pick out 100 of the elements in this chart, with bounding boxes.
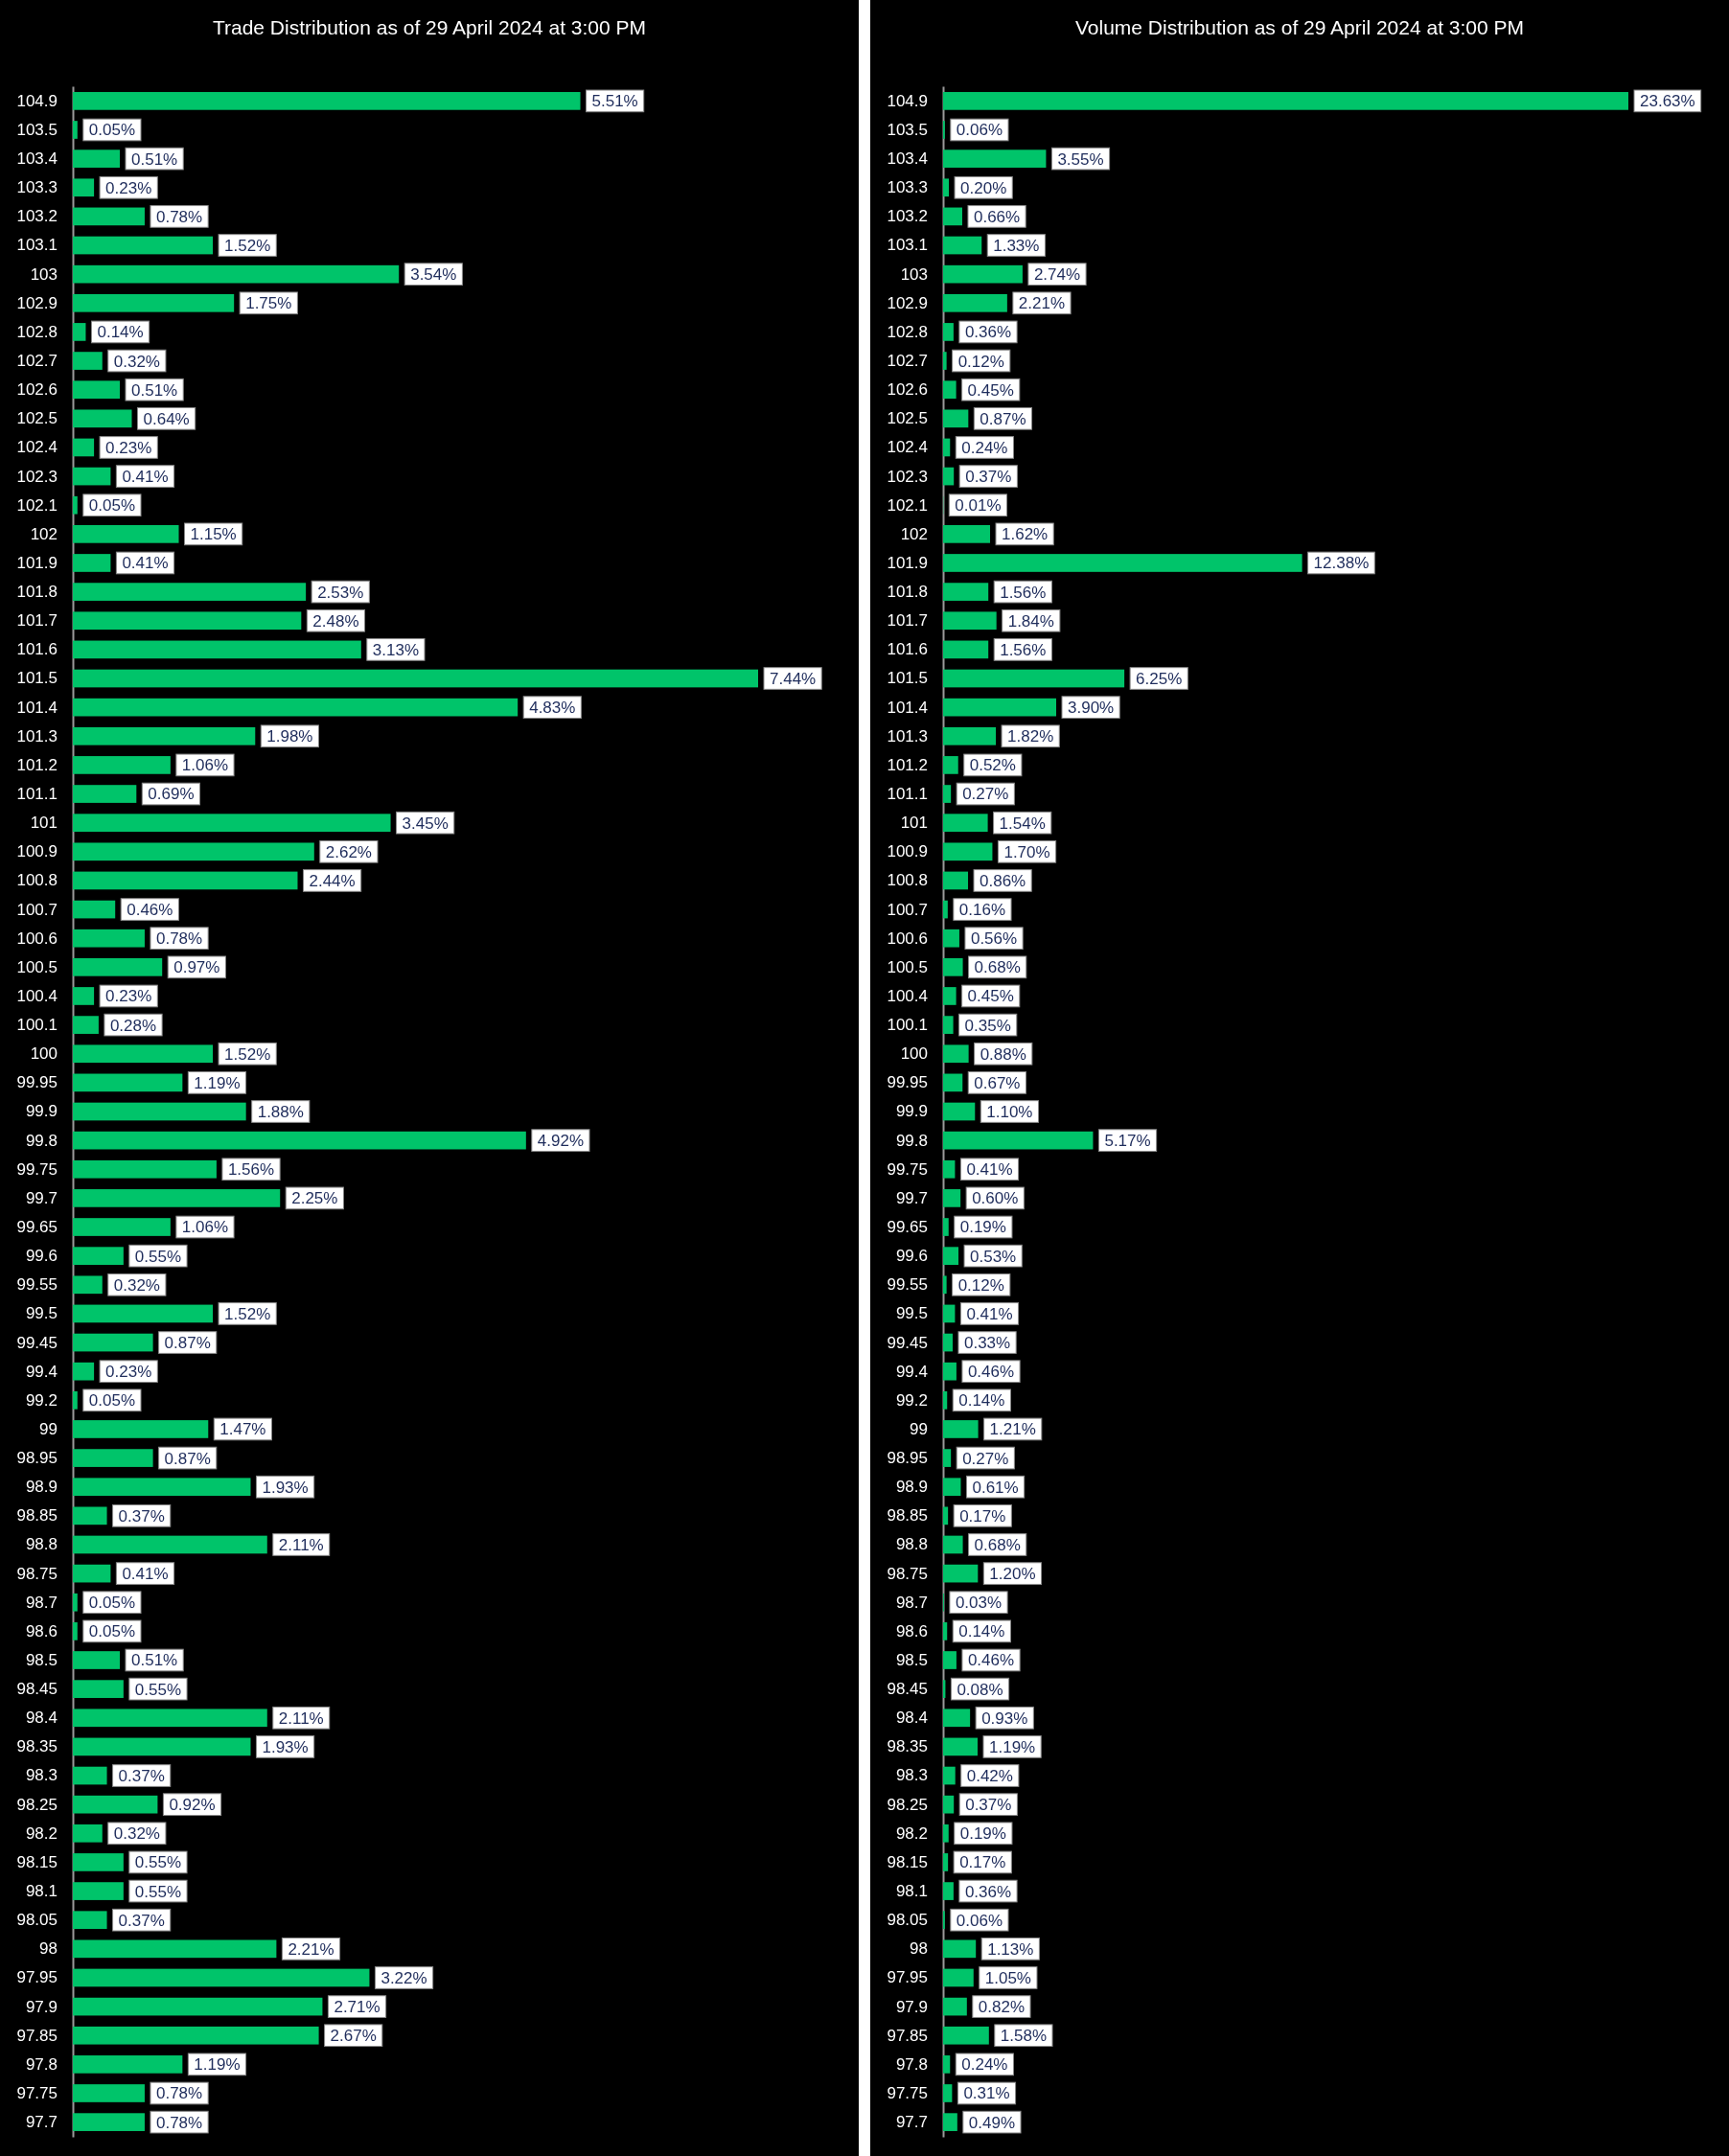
data-label: 0.37% <box>965 468 1012 487</box>
bar <box>943 293 1007 312</box>
y-tick-label: 99.7 <box>895 1188 928 1207</box>
bar <box>943 1016 954 1034</box>
data-label: 1.05% <box>984 1968 1031 1987</box>
y-tick-label: 104.9 <box>16 91 58 110</box>
y-tick-label: 98.1 <box>895 1882 928 1901</box>
y-tick-label: 98.6 <box>895 1621 928 1640</box>
y-tick-label: 101.8 <box>16 583 58 602</box>
y-tick-label: 98.75 <box>16 1564 58 1583</box>
y-tick-label: 97.95 <box>887 1968 928 1987</box>
data-label: 23.63% <box>1640 92 1695 111</box>
bar <box>73 236 214 255</box>
data-label: 0.78% <box>155 2113 203 2132</box>
bar <box>73 1564 111 1583</box>
bar <box>943 380 957 400</box>
data-label: 1.98% <box>266 727 313 746</box>
data-label: 0.12% <box>957 352 1004 371</box>
y-tick-label: 98 <box>39 1939 58 1959</box>
data-label: 0.17% <box>959 1853 1006 1872</box>
bar <box>943 554 1303 572</box>
data-label: 2.11% <box>278 1709 324 1728</box>
y-tick-label: 99.4 <box>895 1362 928 1381</box>
y-tick-label: 100.4 <box>887 986 928 1005</box>
bar <box>73 467 111 486</box>
bar <box>943 2026 989 2045</box>
data-label: 0.45% <box>967 380 1014 400</box>
bar <box>943 726 997 745</box>
bar <box>73 1939 277 1959</box>
data-label: 0.14% <box>958 1622 1005 1641</box>
y-tick-label: 100.6 <box>16 929 58 948</box>
y-tick-label: 100 <box>30 1044 58 1064</box>
bar <box>943 958 963 976</box>
bar <box>943 698 1057 717</box>
bar <box>73 1911 107 1930</box>
data-label: 0.37% <box>118 1506 165 1525</box>
bar <box>943 1073 963 1092</box>
y-tick-label: 98.05 <box>887 1911 928 1930</box>
data-label: 0.78% <box>155 2084 203 2103</box>
bar <box>73 1535 267 1554</box>
y-tick-label: 101.1 <box>887 784 928 803</box>
y-tick-label: 100.6 <box>887 929 928 948</box>
data-label: 0.05% <box>88 1594 136 1613</box>
y-tick-label: 101.4 <box>16 698 58 717</box>
bar <box>943 352 947 370</box>
bar <box>73 1680 124 1698</box>
data-label: 0.28% <box>109 1016 157 1035</box>
y-tick-label: 98.75 <box>887 1564 928 1583</box>
bar <box>73 1102 246 1121</box>
bar <box>73 121 78 139</box>
y-tick-label: 99.55 <box>16 1275 58 1295</box>
data-label: 2.71% <box>334 1998 380 2017</box>
y-tick-label: 97.85 <box>887 2026 928 2045</box>
data-label: 0.41% <box>122 1565 169 1584</box>
y-tick-label: 98.95 <box>16 1449 58 1468</box>
bar <box>73 1968 370 1987</box>
data-label: 0.12% <box>957 1275 1004 1295</box>
data-label: 0.66% <box>973 207 1021 226</box>
y-tick-label: 99.5 <box>895 1304 928 1323</box>
bar <box>73 2084 145 2102</box>
bar <box>73 149 121 168</box>
y-tick-label: 101.4 <box>887 698 928 717</box>
data-label: 0.82% <box>978 1998 1026 2017</box>
data-label: 0.87% <box>164 1449 211 1468</box>
data-label: 0.52% <box>969 756 1016 775</box>
y-tick-label: 103.3 <box>16 178 58 197</box>
y-tick-label: 98.5 <box>895 1650 928 1669</box>
y-tick-label: 103.4 <box>887 149 928 169</box>
bar <box>943 438 951 457</box>
data-label: 0.86% <box>980 871 1026 890</box>
data-label: 0.93% <box>981 1709 1028 1728</box>
data-label: 1.56% <box>227 1160 275 1180</box>
y-tick-label: 98.3 <box>25 1766 58 1785</box>
data-label: 4.92% <box>537 1132 585 1151</box>
bar <box>943 1882 954 1900</box>
y-tick-label: 101.3 <box>887 726 928 745</box>
y-tick-label: 98.15 <box>16 1852 58 1871</box>
y-tick-label: 102.5 <box>16 409 58 428</box>
data-label: 1.70% <box>1003 842 1050 861</box>
data-label: 1.82% <box>1007 727 1054 746</box>
bar <box>73 1823 103 1843</box>
y-tick-label: 99.55 <box>887 1275 928 1295</box>
data-label: 0.41% <box>122 554 169 573</box>
data-label: 0.55% <box>134 1247 182 1266</box>
y-tick-label: 100.9 <box>887 842 928 861</box>
bar <box>73 380 121 400</box>
y-tick-label: 102.4 <box>16 438 58 457</box>
y-tick-label: 98.85 <box>16 1506 58 1525</box>
bar <box>73 842 314 861</box>
bar <box>73 352 103 370</box>
data-label: 1.10% <box>986 1102 1033 1121</box>
bar <box>73 495 78 515</box>
bar <box>943 1189 961 1207</box>
bar <box>73 669 758 688</box>
bar <box>73 1016 99 1034</box>
y-tick-label: 102.7 <box>16 352 58 370</box>
data-label: 1.21% <box>989 1420 1036 1439</box>
data-label: 0.05% <box>88 1622 136 1641</box>
y-tick-label: 102.6 <box>16 380 58 400</box>
data-label: 0.41% <box>122 468 169 487</box>
